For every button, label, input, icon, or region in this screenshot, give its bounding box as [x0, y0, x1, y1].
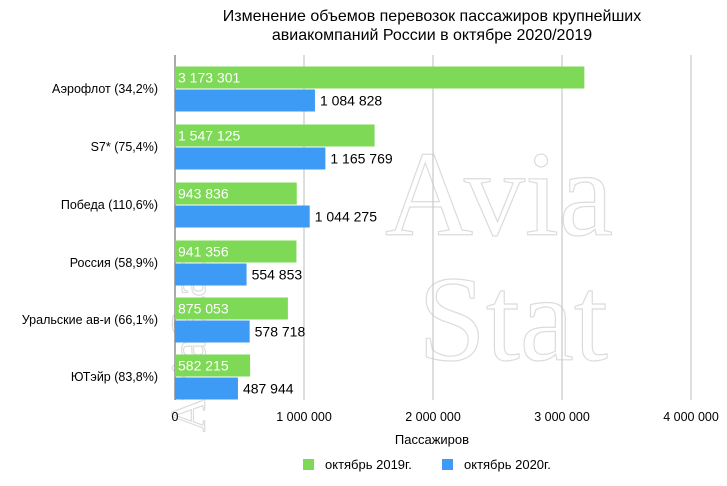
watermark-big-line1: Avia [385, 127, 613, 262]
chart-title-line1: Изменение объемов перевозок пассажиров к… [223, 8, 641, 25]
bar-2019 [175, 297, 288, 320]
bar-2020 [175, 147, 326, 170]
bar-2020 [175, 89, 315, 112]
bars: 3 173 301 1 084 828 1 547 125 1 165 769 943 … [175, 66, 585, 400]
data-label-2020: 554 853 [252, 267, 303, 283]
x-tick-label: 1 000 000 [276, 410, 332, 424]
legend-label-2019: октябрь 2019г. [325, 457, 412, 472]
x-tick-labels: 0 1 000 000 2 000 000 3 000 000 4 000 000 [172, 410, 719, 424]
data-label-2019: 1 547 125 [178, 128, 240, 144]
watermark-big-line2: Stat [418, 252, 608, 387]
bar-2020 [175, 320, 250, 343]
category-label: Победа (110,6%) [61, 198, 158, 212]
x-axis-label: Пассажиров [395, 432, 469, 447]
bar-2019 [175, 240, 297, 263]
legend: октябрь 2019г. октябрь 2020г. [303, 457, 551, 472]
x-tick-label: 4 000 000 [663, 410, 719, 424]
legend-swatch-2019 [303, 459, 314, 470]
bar-2020 [175, 205, 310, 228]
x-tick-label: 3 000 000 [534, 410, 590, 424]
legend-swatch-2020 [442, 459, 453, 470]
bar-2020 [175, 377, 238, 400]
category-labels: Аэрофлот (34,2%) S7* (75,4%) Победа (110,6… [22, 82, 158, 384]
data-label-2019: 3 173 301 [178, 70, 240, 86]
watermark-side-text: AviaStat [160, 261, 216, 432]
data-label-2020: 1 084 828 [320, 93, 382, 109]
data-label-2020: 1 044 275 [315, 209, 377, 225]
bar-2019 [175, 124, 375, 147]
legend-label-2020: октябрь 2020г. [464, 457, 551, 472]
data-label-2019: 941 356 [178, 244, 229, 260]
category-label: S7* (75,4%) [91, 140, 158, 154]
data-label-2019: 943 836 [178, 186, 229, 202]
data-label-2020: 578 718 [255, 324, 306, 340]
bar-2019 [175, 66, 585, 89]
x-tick-label: 2 000 000 [405, 410, 461, 424]
category-label: ЮТэйр (83,8%) [71, 370, 158, 384]
chart-title-line2: авиакомпаний России в октябре 2020/2019 [272, 27, 592, 44]
data-label-2019: 582 215 [178, 358, 229, 374]
data-label-2020: 487 944 [243, 381, 294, 397]
bar-2019 [175, 354, 251, 377]
data-label-2019: 875 053 [178, 301, 229, 317]
category-label: Уральские ав-и (66,1%) [22, 313, 158, 327]
watermark: Avia Stat AviaStat [159, 126, 613, 432]
data-label-2020: 1 165 769 [330, 151, 392, 167]
bar-2020 [175, 263, 247, 286]
x-tick-label: 0 [172, 410, 179, 424]
bar-2019 [175, 182, 297, 205]
category-label: Аэрофлот (34,2%) [52, 82, 158, 96]
category-label: Россия (58,9%) [70, 256, 158, 270]
